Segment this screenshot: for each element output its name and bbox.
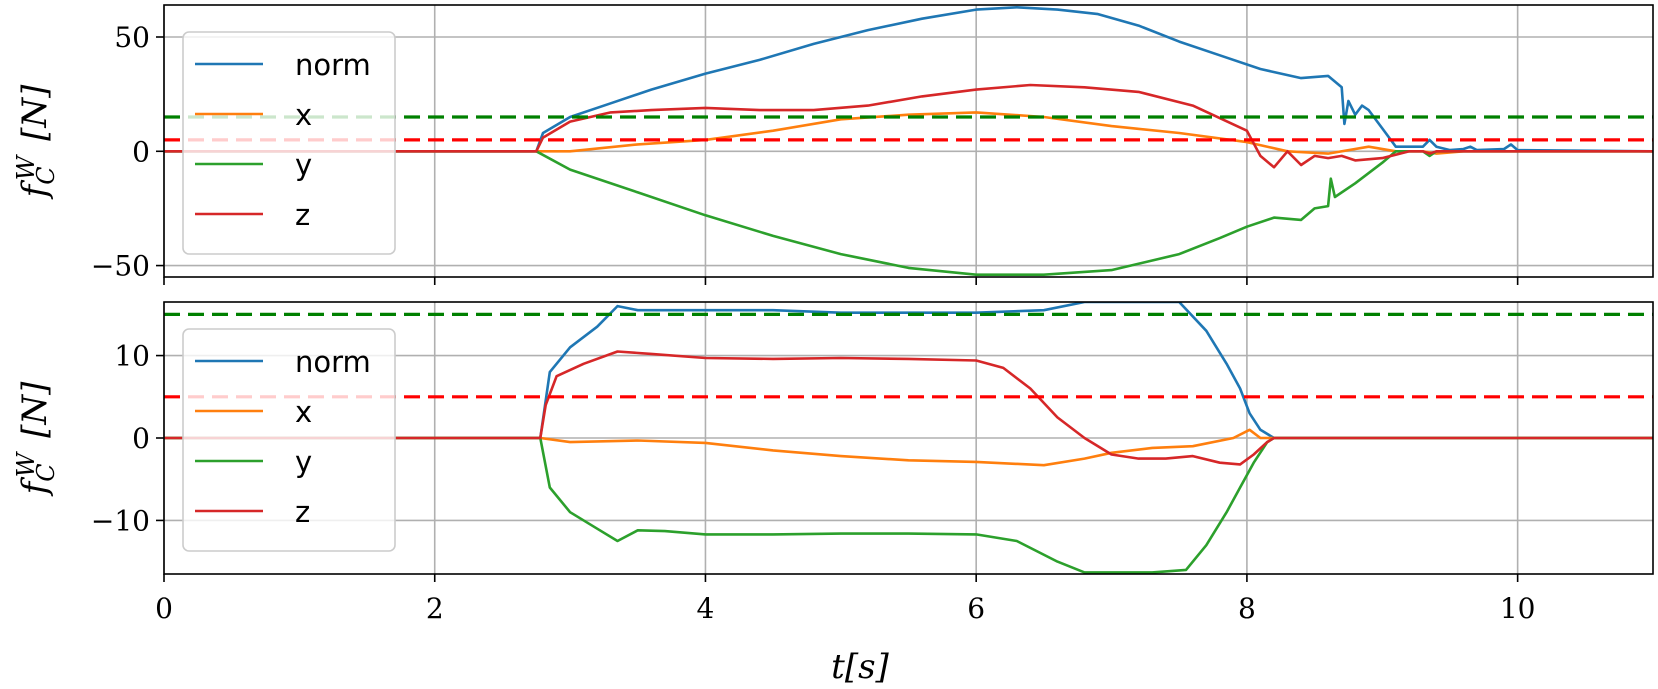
legend-box: [182, 31, 396, 255]
y-tick-label: 50: [114, 21, 150, 54]
x-tick-label: 6: [967, 592, 985, 625]
series-line-z: [164, 350, 1653, 466]
series-line-z: [164, 83, 1653, 169]
legend-label: x: [295, 98, 312, 132]
legend-label: x: [295, 395, 312, 429]
x-tick-label: 10: [1500, 592, 1536, 625]
y-tick-label: −50: [91, 250, 150, 283]
series-line-norm: [164, 302, 1653, 440]
y-tick-label: 0: [132, 422, 150, 455]
y-tick-label: −10: [91, 504, 150, 537]
bottom-panel: 0 2 4 6 8 10 −10 0 10 fCW [N] norm xyz: [12, 301, 1654, 625]
series-line-x: [164, 428, 1653, 467]
x-axis-title: t[s]: [831, 647, 889, 687]
x-tick-label: 2: [426, 592, 444, 625]
y-axis-title: fCW [N]: [12, 84, 60, 200]
legend-label: y: [295, 445, 312, 479]
legend-label: norm: [295, 345, 371, 379]
x-tick-label: 0: [155, 592, 173, 625]
legend-box: [182, 328, 396, 552]
legend-label: y: [295, 148, 312, 182]
legend-label: z: [295, 495, 310, 529]
series-line-y: [164, 436, 1653, 574]
series-line-norm: [164, 6, 1653, 153]
x-tick-label: 8: [1238, 592, 1256, 625]
top-panel: −50 0 50 fCW [N] norm xyz: [12, 4, 1654, 285]
y-tick-label: 10: [114, 340, 150, 373]
legend-label: z: [295, 198, 310, 232]
x-tick-label: 4: [697, 592, 715, 625]
y-axis-title: fCW [N]: [12, 381, 60, 497]
axes-frame: [163, 4, 1654, 278]
y-tick-label: 0: [132, 135, 150, 168]
legend-label: norm: [295, 48, 371, 82]
